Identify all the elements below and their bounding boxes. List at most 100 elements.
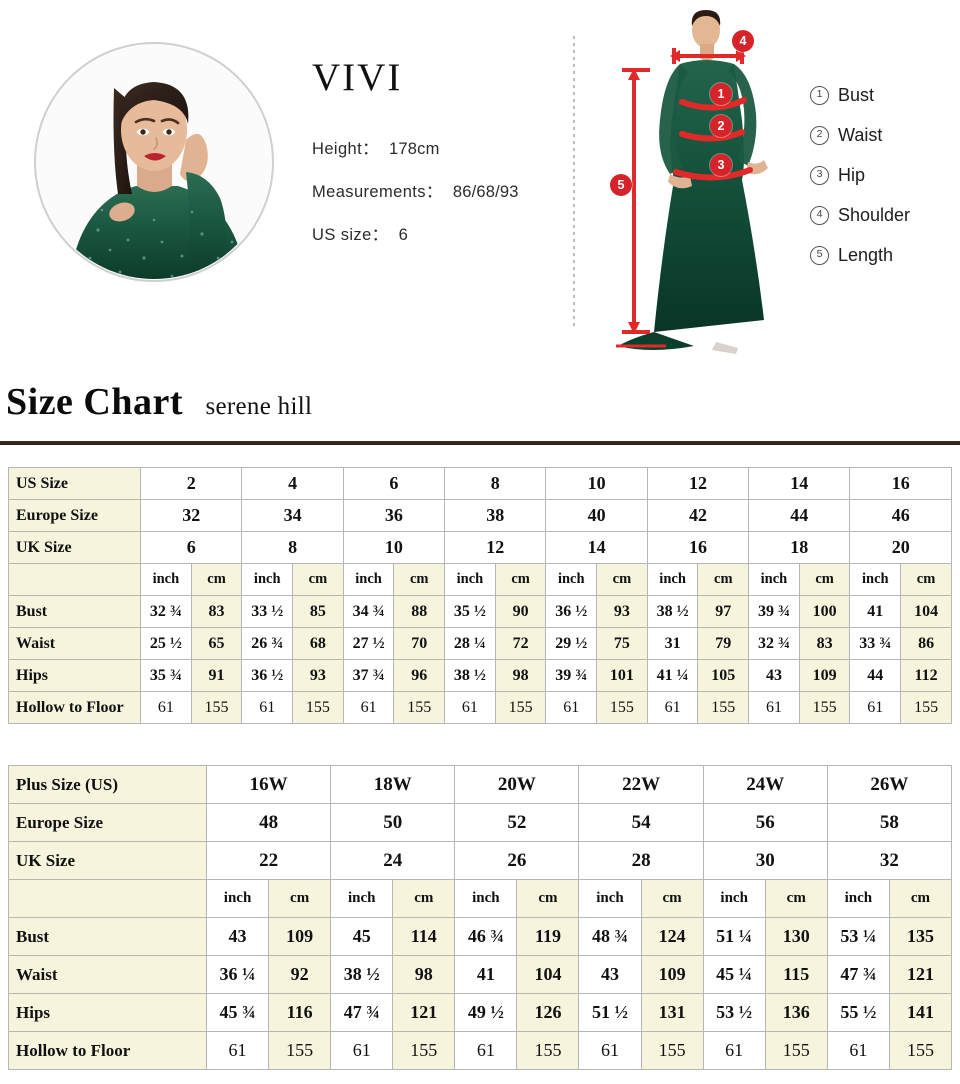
cell-uk-size-6: 18	[748, 531, 851, 564]
legend-item-shoulder: 4 Shoulder	[810, 205, 960, 226]
cell-unit-cm-3: cm	[640, 879, 704, 918]
cell-hips-cm-1: 121	[392, 993, 456, 1032]
cell-waist-cm-1: 98	[392, 955, 456, 994]
cell-unit-cm-5: cm	[697, 563, 750, 596]
model-name: VIVI	[312, 56, 403, 99]
cell-hollow-to-floor-inch-2: 61	[454, 1031, 518, 1070]
cell-hollow-to-floor-inch-7: 61	[849, 691, 902, 724]
row-label-uk-size: UK Size	[7, 841, 208, 880]
row-label-europe-size: Europe Size	[7, 803, 208, 842]
legend-label-waist: Waist	[838, 125, 883, 145]
cell-hips-cm-5: 141	[888, 993, 953, 1032]
cell-uk-size-0: 6	[140, 531, 243, 564]
measurement-legend: 1 Bust 2 Waist 3 Hip 4 Shoulder 5 Length	[810, 85, 960, 285]
marker-2-waist: 2	[710, 115, 732, 137]
cell-hollow-to-floor-inch-1: 61	[330, 1031, 394, 1070]
cell-hips-cm-5: 105	[697, 659, 750, 692]
row-label-europe-size: Europe Size	[7, 499, 142, 532]
cell-bust-cm-3: 124	[640, 917, 704, 956]
cell-unit-inch-2: inch	[454, 879, 518, 918]
cell-unit-cm-5: cm	[888, 879, 953, 918]
cell-bust-cm-4: 130	[764, 917, 828, 956]
cell-us-size-1: 18W	[330, 765, 456, 804]
cell-hollow-to-floor-inch-6: 61	[748, 691, 800, 724]
size-chart-heading: Size Chart serene hill	[0, 380, 960, 424]
cell-unit-cm-4: cm	[596, 563, 648, 596]
cell-waist-cm-4: 115	[764, 955, 828, 994]
cell-hips-inch-3: 51 ½	[578, 993, 642, 1032]
cell-hollow-to-floor-inch-2: 61	[342, 691, 395, 724]
cell-waist-cm-6: 83	[798, 627, 851, 660]
row-label-units-blank	[7, 879, 208, 918]
measurement-diagram: 1 2 3 4 5	[596, 2, 808, 360]
model-height-label: Height：	[312, 140, 379, 158]
cell-uk-size-3: 28	[578, 841, 704, 880]
cell-us-size-2: 20W	[454, 765, 580, 804]
cell-bust-cm-2: 88	[393, 595, 446, 628]
cell-bust-inch-2: 46 ¾	[454, 917, 518, 956]
cell-bust-inch-4: 36 ½	[545, 595, 598, 628]
vertical-dotted-divider	[573, 36, 575, 328]
cell-unit-cm-3: cm	[494, 563, 547, 596]
cell-europe-size-5: 58	[826, 803, 953, 842]
row-label-hollow-to-floor: Hollow to Floor	[7, 691, 142, 724]
cell-unit-cm-0: cm	[268, 879, 332, 918]
cell-bust-inch-1: 33 ½	[241, 595, 294, 628]
legend-label-bust: Bust	[838, 85, 875, 105]
cell-unit-inch-5: inch	[826, 879, 890, 918]
cell-europe-size-6: 44	[748, 499, 851, 532]
cell-us-size-2: 6	[342, 467, 446, 500]
cell-unit-inch-0: inch	[140, 563, 192, 596]
cell-bust-inch-0: 43	[206, 917, 270, 956]
cell-waist-inch-5: 47 ¾	[826, 955, 890, 994]
cell-hollow-to-floor-cm-2: 155	[393, 691, 446, 724]
cell-hips-inch-2: 49 ½	[454, 993, 518, 1032]
legend-number-3-icon: 3	[810, 166, 829, 185]
cell-us-size-5: 26W	[826, 765, 953, 804]
table-row-bust: Bust 32 ¾ 83 33 ½ 85 34 ¾ 88 35 ½ 90 36 ½ 93 38 ½ 97…	[7, 595, 952, 628]
cell-waist-inch-0: 36 ¼	[206, 955, 270, 994]
cell-europe-size-4: 56	[702, 803, 828, 842]
marker-1-bust: 1	[710, 83, 732, 105]
cell-uk-size-3: 12	[444, 531, 547, 564]
cell-unit-cm-1: cm	[392, 879, 456, 918]
table-row-waist: Waist 36 ¼ 92 38 ½ 98 41 104 43 109 45 ¼ 115 47 ¾ 12…	[7, 955, 953, 994]
cell-bust-cm-4: 93	[596, 595, 648, 628]
cell-uk-size-5: 16	[646, 531, 750, 564]
cell-hips-cm-4: 101	[596, 659, 648, 692]
marker-5-length: 5	[610, 174, 632, 196]
cell-bust-cm-6: 100	[798, 595, 851, 628]
cell-hollow-to-floor-cm-3: 155	[640, 1031, 704, 1070]
cell-waist-inch-2: 27 ½	[342, 627, 395, 660]
cell-hollow-to-floor-inch-5: 61	[826, 1031, 890, 1070]
table-row-europe-size: Europe Size 32 34 36 38 40 42 44 46	[7, 499, 952, 532]
legend-label-shoulder: Shoulder	[838, 205, 911, 225]
legend-number-4-icon: 4	[810, 206, 829, 225]
cell-unit-inch-3: inch	[444, 563, 496, 596]
cell-hips-cm-2: 126	[516, 993, 580, 1032]
row-label-bust: Bust	[7, 917, 208, 956]
table-row-hollow-to-floor: Hollow to Floor 61 155 61 155 61 155 61 155 61 155…	[7, 691, 952, 724]
cell-europe-size-3: 54	[578, 803, 704, 842]
brand-name: serene hill	[205, 393, 313, 420]
legend-item-hip: 3 Hip	[810, 165, 960, 186]
cell-bust-cm-0: 109	[268, 917, 332, 956]
cell-us-size-3: 22W	[578, 765, 704, 804]
cell-hollow-to-floor-cm-1: 155	[292, 691, 344, 724]
cell-waist-cm-0: 65	[190, 627, 243, 660]
row-label-bust: Bust	[7, 595, 142, 628]
cell-hollow-to-floor-cm-3: 155	[494, 691, 547, 724]
cell-unit-cm-4: cm	[764, 879, 828, 918]
table-row-units: inch cm inch cm inch cm inch cm inch cm inch cm	[7, 879, 953, 918]
cell-bust-cm-7: 104	[900, 595, 952, 628]
cell-waist-cm-5: 121	[888, 955, 953, 994]
row-label-waist: Waist	[7, 627, 142, 660]
cell-bust-cm-1: 85	[292, 595, 344, 628]
standard-size-table-body: US Size 2 4 6 8 10 12 14 16 Europe Size 32 34 36 38 40…	[7, 467, 952, 724]
cell-unit-inch-4: inch	[545, 563, 598, 596]
cell-waist-cm-2: 70	[393, 627, 446, 660]
cell-bust-inch-3: 35 ½	[444, 595, 496, 628]
cell-bust-inch-3: 48 ¾	[578, 917, 642, 956]
cell-bust-inch-4: 51 ¼	[702, 917, 766, 956]
